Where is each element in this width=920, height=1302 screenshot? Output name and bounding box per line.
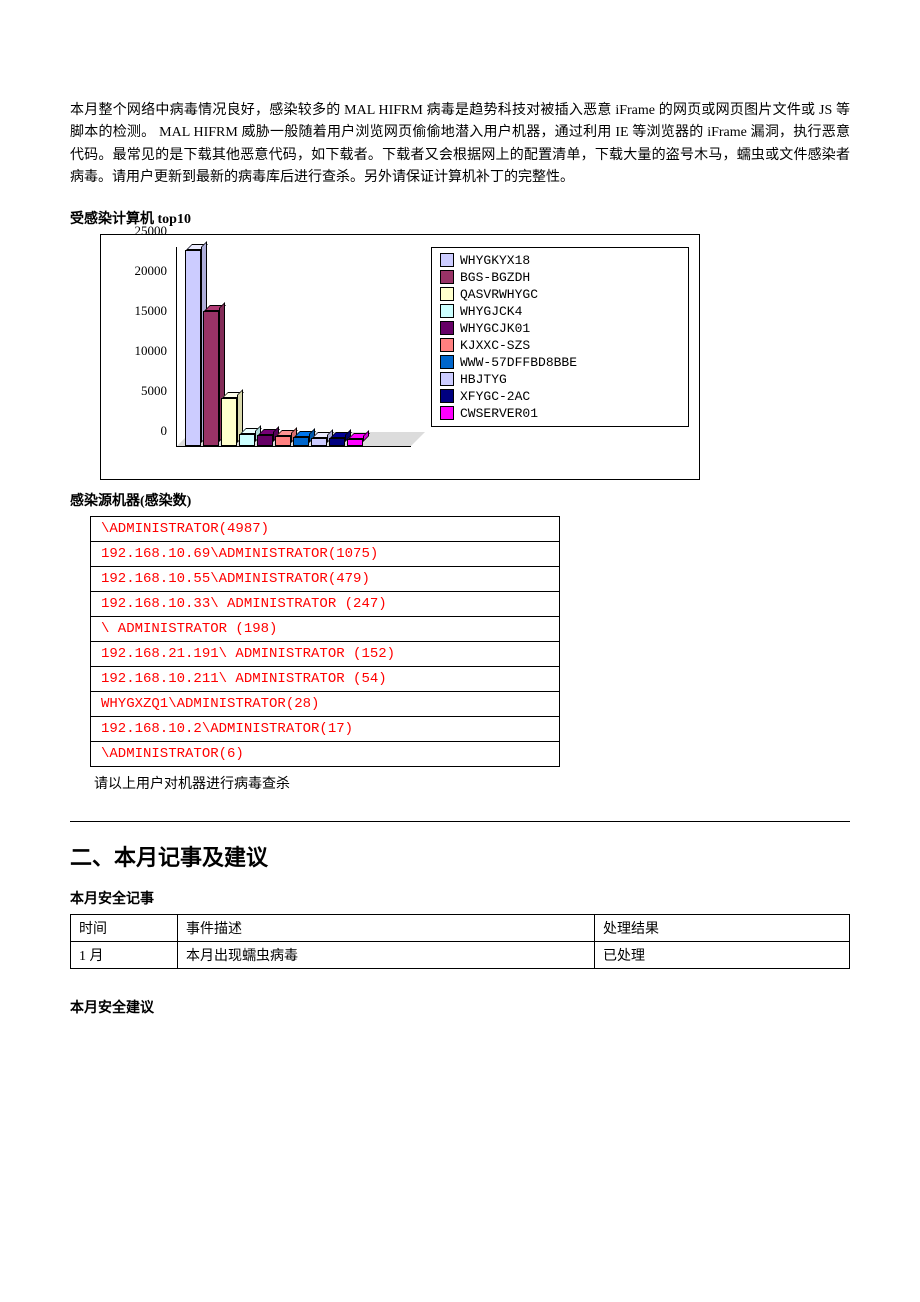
chart-legend: WHYGKYX18 BGS-BGZDH QASVRWHYGC WHYGJCK4 WHYG… — [431, 247, 689, 427]
legend-swatch — [440, 372, 454, 386]
chart-bar — [257, 435, 273, 445]
legend-label: CWSERVER01 — [460, 406, 538, 421]
legend-label: WHYGKYX18 — [460, 253, 530, 268]
y-tick: 20000 — [135, 263, 168, 279]
source-cell: 192.168.21.191\ ADMINISTRATOR (152) — [91, 641, 560, 666]
chart-title: 受感染计算机 top10 — [70, 208, 850, 228]
source-cell: \ADMINISTRATOR(4987) — [91, 516, 560, 541]
infection-sources-table: \ADMINISTRATOR(4987)192.168.10.69\ADMINI… — [90, 516, 560, 767]
legend-label: XFYGC-2AC — [460, 389, 530, 404]
legend-label: WWW-57DFFBD8BBE — [460, 355, 577, 370]
legend-item: QASVRWHYGC — [440, 286, 680, 303]
y-tick: 25000 — [135, 223, 168, 239]
chart-bar — [203, 311, 219, 445]
chart-bar — [221, 398, 237, 446]
legend-item: WHYGJCK4 — [440, 303, 680, 320]
events-header-result: 处理结果 — [595, 914, 850, 941]
table-row: 时间 事件描述 处理结果 — [71, 914, 850, 941]
chart-plot: 0500010000150002000025000 — [121, 247, 411, 467]
source-cell: 192.168.10.33\ ADMINISTRATOR (247) — [91, 591, 560, 616]
legend-swatch — [440, 287, 454, 301]
y-tick: 0 — [161, 423, 168, 439]
source-cell: 192.168.10.2\ADMINISTRATOR(17) — [91, 716, 560, 741]
legend-item: XFYGC-2AC — [440, 388, 680, 405]
table-row: 1 月 本月出现蠕虫病毒 已处理 — [71, 941, 850, 968]
legend-swatch — [440, 270, 454, 284]
source-cell: \ADMINISTRATOR(6) — [91, 741, 560, 766]
table-row: 192.168.21.191\ ADMINISTRATOR (152) — [91, 641, 560, 666]
table-row: WHYGXZQ1\ADMINISTRATOR(28) — [91, 691, 560, 716]
y-tick: 5000 — [141, 383, 167, 399]
chart-bar — [347, 439, 363, 445]
legend-item: WHYGKYX18 — [440, 252, 680, 269]
legend-label: HBJTYG — [460, 372, 507, 387]
chart-bar — [311, 438, 327, 446]
chart-bars — [185, 250, 363, 446]
chart-bar — [293, 437, 309, 446]
table-row: 192.168.10.69\ADMINISTRATOR(1075) — [91, 541, 560, 566]
legend-swatch — [440, 304, 454, 318]
legend-item: BGS-BGZDH — [440, 269, 680, 286]
section-2-heading: 二、本月记事及建议 — [70, 840, 850, 872]
chart-bar — [185, 250, 201, 446]
table-row: 192.168.10.33\ ADMINISTRATOR (247) — [91, 591, 560, 616]
y-tick: 10000 — [135, 343, 168, 359]
source-cell: 192.168.10.69\ADMINISTRATOR(1075) — [91, 541, 560, 566]
legend-item: WHYGCJK01 — [440, 320, 680, 337]
table-row: 192.168.10.2\ADMINISTRATOR(17) — [91, 716, 560, 741]
chart-bar — [329, 438, 345, 445]
legend-swatch — [440, 338, 454, 352]
sources-title: 感染源机器(感染数) — [70, 490, 850, 510]
legend-swatch — [440, 389, 454, 403]
separator — [70, 821, 850, 822]
events-table: 时间 事件描述 处理结果 1 月 本月出现蠕虫病毒 已处理 — [70, 914, 850, 969]
events-cell-result: 已处理 — [595, 941, 850, 968]
events-header-time: 时间 — [71, 914, 178, 941]
legend-swatch — [440, 253, 454, 267]
legend-label: BGS-BGZDH — [460, 270, 530, 285]
legend-label: WHYGCJK01 — [460, 321, 530, 336]
source-cell: 192.168.10.55\ADMINISTRATOR(479) — [91, 566, 560, 591]
table-row: 192.168.10.55\ADMINISTRATOR(479) — [91, 566, 560, 591]
source-cell: WHYGXZQ1\ADMINISTRATOR(28) — [91, 691, 560, 716]
legend-item: HBJTYG — [440, 371, 680, 388]
chart-bar — [275, 436, 291, 446]
intro-paragraph: 本月整个网络中病毒情况良好，感染较多的 MAL HIFRM 病毒是趋势科技对被插… — [70, 100, 850, 190]
advice-title: 本月安全建议 — [70, 997, 850, 1017]
legend-item: KJXXC-SZS — [440, 337, 680, 354]
events-cell-desc: 本月出现蠕虫病毒 — [178, 941, 595, 968]
top10-chart: 0500010000150002000025000 WHYGKYX18BGS-B… — [100, 234, 700, 480]
events-header-desc: 事件描述 — [178, 914, 595, 941]
y-tick: 15000 — [135, 303, 168, 319]
legend-swatch — [440, 321, 454, 335]
legend-swatch — [440, 406, 454, 420]
legend-swatch — [440, 355, 454, 369]
events-cell-time: 1 月 — [71, 941, 178, 968]
events-title: 本月安全记事 — [70, 888, 850, 908]
legend-item: WWW-57DFFBD8BBE — [440, 354, 680, 371]
legend-label: KJXXC-SZS — [460, 338, 530, 353]
legend-label: WHYGJCK4 — [460, 304, 522, 319]
table-row: \ADMINISTRATOR(4987) — [91, 516, 560, 541]
plot-area — [176, 247, 411, 447]
table-row: \ ADMINISTRATOR (198) — [91, 616, 560, 641]
table-row: \ADMINISTRATOR(6) — [91, 741, 560, 766]
source-cell: \ ADMINISTRATOR (198) — [91, 616, 560, 641]
chart-bar — [239, 434, 255, 445]
y-axis: 0500010000150002000025000 — [121, 247, 171, 447]
sources-note: 请以上用户对机器进行病毒查杀 — [94, 773, 850, 793]
legend-label: QASVRWHYGC — [460, 287, 538, 302]
source-cell: 192.168.10.211\ ADMINISTRATOR (54) — [91, 666, 560, 691]
table-row: 192.168.10.211\ ADMINISTRATOR (54) — [91, 666, 560, 691]
legend-item: CWSERVER01 — [440, 405, 680, 422]
